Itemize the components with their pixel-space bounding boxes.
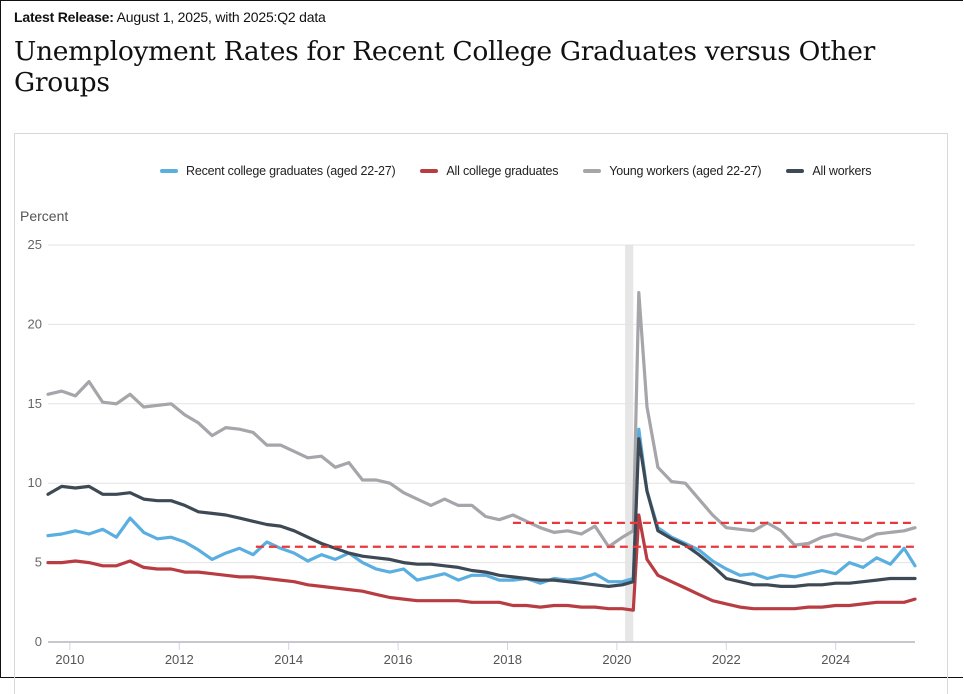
y-tick-label: 25	[28, 237, 42, 252]
x-tick-label: 2014	[274, 652, 303, 667]
legend-swatch	[583, 169, 602, 173]
legend-label: Recent college graduates (aged 22-27)	[186, 164, 396, 178]
page-title: Unemployment Rates for Recent College Gr…	[14, 36, 875, 98]
legend-item[interactable]: Young workers (aged 22-27)	[583, 164, 762, 178]
series-line-2	[46, 291, 917, 549]
x-tick-label: 2010	[55, 652, 84, 667]
recession-band	[625, 245, 634, 642]
x-tick-label: 2016	[384, 652, 413, 667]
x-tick-label: 2012	[165, 652, 194, 667]
series-line-3	[46, 437, 917, 589]
legend-swatch	[160, 169, 178, 173]
chart-legend: Recent college graduates (aged 22-27) All…	[160, 164, 896, 178]
legend-label: Young workers (aged 22-27)	[609, 164, 762, 178]
legend-item[interactable]: All college graduates	[420, 164, 558, 178]
y-tick-label: 15	[28, 396, 42, 411]
y-tick-label: 5	[35, 555, 42, 570]
legend-label: All college graduates	[446, 164, 559, 178]
legend-swatch	[786, 169, 805, 173]
legend-item[interactable]: All workers	[786, 164, 871, 178]
x-tick-label: 2024	[821, 652, 850, 667]
legend-label: All workers	[812, 164, 872, 178]
legend-item[interactable]: Recent college graduates (aged 22-27)	[160, 164, 396, 178]
release-text: August 1, 2025, with 2025:Q2 data	[113, 9, 326, 25]
series-line-1	[46, 513, 917, 612]
chart-panel	[14, 133, 948, 694]
x-tick-label: 2018	[493, 652, 522, 667]
x-tick-label: 2020	[602, 652, 631, 667]
line-chart: 0 5 10 15 20 25 Percent 2010 2012 2014 2016 2018 202…	[20, 208, 917, 667]
release-label: Latest Release:	[14, 9, 114, 25]
y-tick-label: 10	[28, 475, 42, 490]
series-line-0	[46, 427, 917, 585]
legend-swatch	[420, 169, 439, 173]
y-tick-label: 0	[35, 634, 42, 649]
y-tick-label: 20	[28, 316, 42, 331]
x-tick-label: 2022	[712, 652, 741, 667]
release-line: Latest Release: August 1, 2025, with 202…	[14, 9, 326, 25]
y-axis-label: Percent	[20, 208, 68, 224]
